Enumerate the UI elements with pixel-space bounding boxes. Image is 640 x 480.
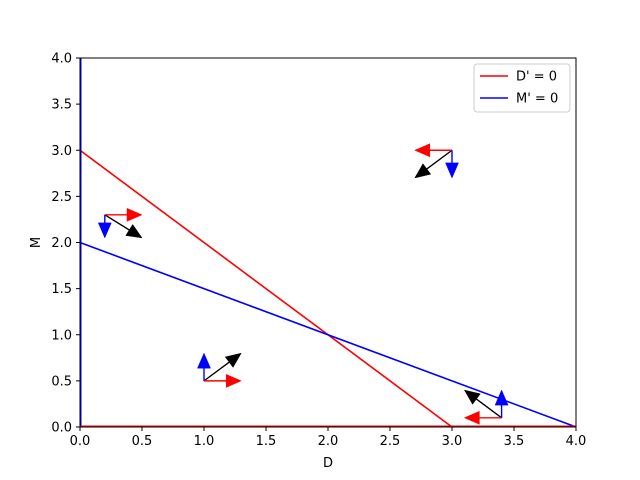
y-tick-label: 3.0 <box>51 144 72 159</box>
y-axis-label: M <box>29 237 44 248</box>
legend: D' = 0 M' = 0 <box>473 63 571 113</box>
legend-entry: D' = 0 <box>516 70 557 85</box>
x-tick-label: 1.0 <box>194 434 215 449</box>
x-tick-label: 2.5 <box>380 434 401 449</box>
y-tick-label: 2.0 <box>51 236 72 251</box>
y-tick-label: 1.0 <box>51 328 72 343</box>
vector-arrow <box>445 150 459 179</box>
vector-arrow <box>203 352 242 382</box>
plot-frame <box>79 57 577 428</box>
x-tick-label: 3.0 <box>442 434 463 449</box>
vector-arrow <box>494 389 509 418</box>
y-tick-label: 2.5 <box>51 190 72 205</box>
x-tick-label: 2.0 <box>318 434 339 449</box>
y-tick-label: 0.5 <box>51 374 72 389</box>
vector-arrow <box>414 143 452 158</box>
plot-area <box>80 58 576 427</box>
vector-arrow <box>97 214 112 239</box>
x-tick-label: 3.5 <box>504 434 525 449</box>
vector-arrow <box>463 410 502 425</box>
series-line-d-nullcline <box>80 149 453 427</box>
vector-arrow <box>197 352 211 381</box>
y-tick-label: 4.0 <box>51 52 72 67</box>
vector-arrow <box>104 214 143 239</box>
legend-entry: M' = 0 <box>516 92 558 107</box>
x-tick-label: 0.0 <box>70 434 91 449</box>
axes: 0.0 0.5 1.0 1.5 2.0 2.5 3.0 3.5 4.0 0.0 0.5 1.0 1.5 2… <box>51 52 586 450</box>
y-tick-label: 1.5 <box>51 282 72 297</box>
series-line-m-nullcline <box>80 241 576 427</box>
x-axis-label: D <box>323 456 333 471</box>
y-tick-label: 0.0 <box>51 421 72 436</box>
vector-arrow <box>414 149 453 179</box>
vector-arrow <box>204 373 242 388</box>
vector-arrow <box>104 207 143 222</box>
x-tick-label: 1.5 <box>256 434 277 449</box>
x-tick-label: 4.0 <box>566 434 587 449</box>
y-tick-label: 3.5 <box>51 98 72 113</box>
x-tick-label: 0.5 <box>132 434 153 449</box>
vector-arrow <box>463 389 503 419</box>
